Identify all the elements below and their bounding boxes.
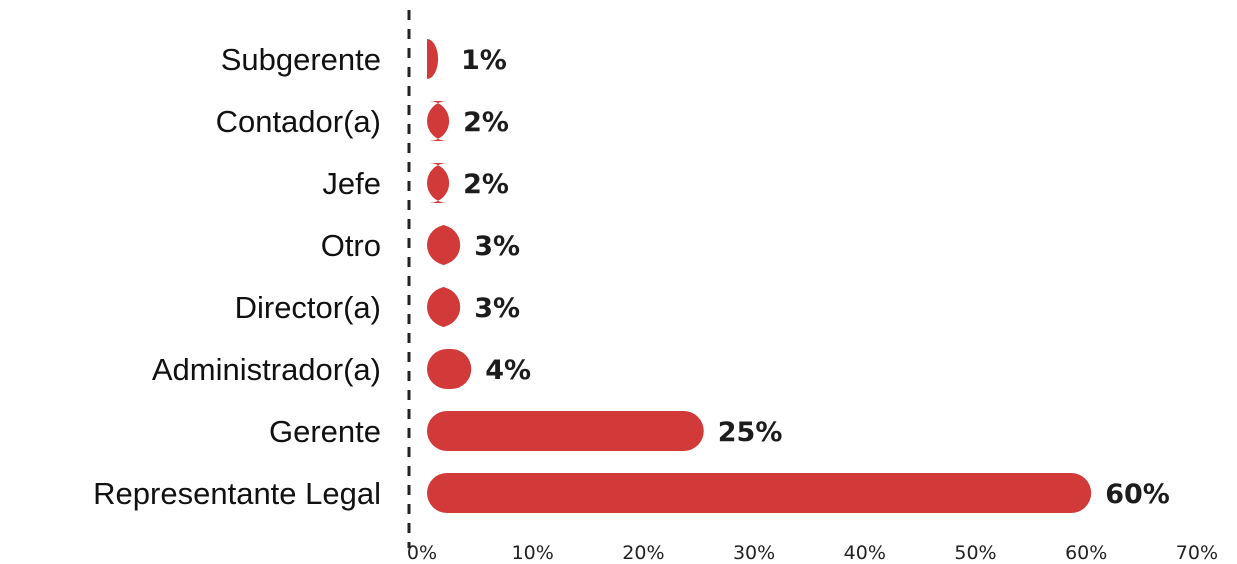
bar-representante-legal	[427, 473, 1092, 513]
bars-group	[427, 39, 1092, 513]
category-label-contador-a: Contador(a)	[216, 104, 381, 139]
value-label-director-a: 3%	[474, 293, 520, 324]
bar-contador-a	[427, 101, 450, 141]
category-label-director-a: Director(a)	[235, 290, 381, 325]
bar-otro	[427, 225, 461, 265]
x-tick-40: 40%	[844, 542, 886, 564]
x-tick-30: 30%	[733, 542, 775, 564]
category-label-subgerente: Subgerente	[221, 42, 381, 77]
x-tick-20: 20%	[622, 542, 664, 564]
value-label-subgerente: 1%	[461, 45, 507, 76]
value-label-gerente: 25%	[718, 417, 783, 448]
x-tick-70: 70%	[1176, 542, 1218, 564]
category-label-otro: Otro	[321, 228, 381, 263]
category-label-jefe: Jefe	[322, 166, 381, 201]
value-label-otro: 3%	[474, 231, 520, 262]
bar-subgerente	[427, 39, 439, 79]
bar-administrador-a	[427, 349, 472, 389]
x-tick-0: 0%	[407, 542, 437, 564]
value-label-representante-legal: 60%	[1105, 479, 1170, 510]
x-tick-50: 50%	[954, 542, 996, 564]
value-label-administrador-a: 4%	[485, 355, 531, 386]
category-label-representante-legal: Representante Legal	[93, 476, 381, 511]
x-tick-10: 10%	[512, 542, 554, 564]
category-label-gerente: Gerente	[269, 414, 381, 449]
category-label-administrador-a: Administrador(a)	[152, 352, 381, 387]
value-label-contador-a: 2%	[463, 107, 509, 138]
value-label-jefe: 2%	[463, 169, 509, 200]
bar-director-a	[427, 287, 461, 327]
x-tick-60: 60%	[1065, 542, 1107, 564]
category-labels: Subgerente Contador(a) Jefe Otro Director(a)…	[93, 42, 381, 511]
bar-gerente	[427, 411, 704, 452]
x-tick-labels: 0% 10% 20% 30% 40% 50% 60% 70%	[407, 542, 1218, 564]
value-labels: 1% 2% 2% 3% 3% 4% 25% 60%	[461, 45, 1170, 510]
bar-jefe	[427, 163, 450, 203]
